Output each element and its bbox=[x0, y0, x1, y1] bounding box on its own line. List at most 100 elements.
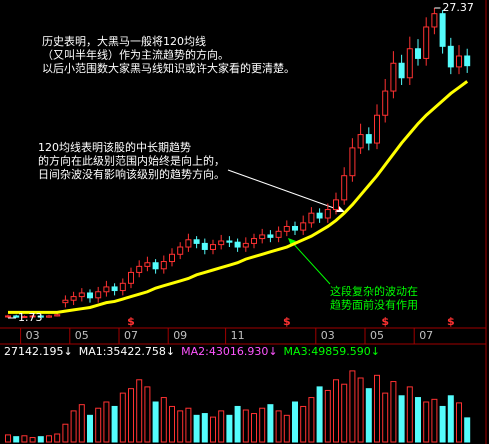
volume-bar bbox=[447, 395, 454, 443]
volume-indicator: MA2:43016.930↓ bbox=[181, 345, 277, 358]
volume-bar bbox=[406, 386, 413, 443]
x-tick-label: 07 bbox=[419, 329, 433, 342]
candle-body bbox=[251, 238, 257, 244]
volume-bar bbox=[439, 405, 446, 443]
candle-body bbox=[349, 147, 356, 177]
volume-indicator: 27142.195↓ bbox=[4, 345, 73, 358]
volume-indicator: MA3:49859.590↓ bbox=[284, 345, 380, 358]
volume-bar bbox=[13, 436, 20, 443]
volume-bar bbox=[62, 423, 69, 443]
volume-bar bbox=[333, 379, 339, 443]
volume-bar bbox=[415, 397, 421, 443]
x-tick-label: 11 bbox=[231, 329, 245, 342]
volume-bar bbox=[201, 413, 208, 443]
candle-body bbox=[242, 242, 249, 248]
volume-bar bbox=[95, 407, 102, 443]
annotation-arrow bbox=[227, 169, 346, 213]
x-tick-label: 05 bbox=[370, 329, 384, 342]
volume-bar bbox=[21, 435, 28, 443]
candle-body bbox=[357, 134, 364, 149]
candle-body bbox=[29, 315, 36, 318]
volume-bar bbox=[365, 388, 372, 443]
annotation-text: 日间杂波没有影响该级别的趋势方向。 bbox=[38, 167, 225, 181]
volume-bar bbox=[283, 414, 290, 443]
candle-body bbox=[152, 262, 159, 270]
candle-body bbox=[119, 282, 126, 292]
candle-body bbox=[390, 62, 397, 92]
volume-bar bbox=[242, 409, 249, 443]
candle-body bbox=[308, 212, 315, 224]
candle-body bbox=[185, 239, 192, 248]
candle-body bbox=[267, 234, 274, 238]
annotation-text: 历史表明，大黑马一般将120均线 bbox=[42, 34, 206, 48]
x-tick-label: 07 bbox=[124, 329, 138, 342]
x-tick-label: 03 bbox=[321, 329, 335, 342]
event-marker: $ bbox=[283, 315, 291, 328]
volume-bar bbox=[251, 413, 257, 443]
candle-body bbox=[210, 244, 216, 250]
candle-body bbox=[300, 222, 307, 231]
candle-body bbox=[275, 230, 282, 238]
volume-bar bbox=[398, 395, 405, 443]
event-marker: $ bbox=[127, 315, 135, 328]
annotation-text: 的方向在此级别范围内始终是向上的， bbox=[38, 154, 225, 168]
candle-body bbox=[37, 315, 44, 318]
volume-bar bbox=[177, 410, 184, 443]
candle-body bbox=[70, 296, 77, 301]
volume-bar bbox=[152, 401, 159, 443]
volume-bar bbox=[169, 405, 175, 443]
volume-bar bbox=[357, 377, 364, 443]
volume-bar bbox=[119, 392, 126, 443]
volume-bar bbox=[259, 407, 266, 443]
volume-bar bbox=[374, 374, 380, 443]
candle-body bbox=[103, 286, 110, 293]
candle-body bbox=[431, 13, 438, 28]
volume-bar bbox=[456, 402, 462, 443]
candle-body bbox=[398, 62, 405, 79]
candle-body bbox=[292, 225, 298, 231]
ma120-line bbox=[8, 80, 469, 314]
candle-body bbox=[423, 26, 430, 59]
volume-bar bbox=[423, 401, 430, 443]
candle-body bbox=[226, 240, 233, 243]
candle-body bbox=[439, 13, 446, 47]
volume-bar bbox=[37, 436, 44, 443]
annotation-arrow bbox=[289, 239, 331, 285]
max-price-label: 27.37 bbox=[442, 1, 474, 14]
candle-body bbox=[5, 315, 11, 318]
candle-body bbox=[21, 316, 28, 319]
candle-body bbox=[62, 299, 69, 304]
candle-body bbox=[456, 55, 462, 68]
candle-body bbox=[169, 253, 175, 263]
annotation-text: 以后小范围数大家黑马线知识或许大家看的更清楚。 bbox=[42, 61, 295, 75]
volume-bar bbox=[382, 392, 389, 443]
volume-bar bbox=[267, 404, 274, 443]
volume-bar bbox=[144, 386, 151, 443]
volume-bar bbox=[103, 401, 110, 443]
volume-bar bbox=[193, 414, 200, 443]
event-marker: $ bbox=[381, 315, 389, 328]
volume-bar bbox=[29, 437, 36, 443]
candle-body bbox=[406, 48, 413, 79]
candle-body bbox=[193, 239, 200, 244]
volume-bar bbox=[210, 416, 216, 443]
volume-bar bbox=[464, 417, 471, 443]
candle-body bbox=[177, 246, 184, 255]
volume-bar bbox=[218, 410, 225, 443]
candle-body bbox=[78, 292, 85, 298]
candle-body bbox=[447, 45, 454, 68]
candle-body bbox=[13, 315, 20, 318]
annotation-text: 120均线表明该股的中长期趋势 bbox=[38, 140, 191, 154]
volume-bar bbox=[78, 404, 85, 443]
candle-body bbox=[128, 271, 134, 284]
candle-body bbox=[218, 240, 225, 246]
min-price-label: 1.73 bbox=[18, 311, 43, 324]
volume-bar bbox=[185, 407, 192, 443]
candle-body bbox=[259, 234, 266, 240]
volume-bar bbox=[292, 401, 298, 443]
x-tick-label: 09 bbox=[173, 329, 187, 342]
volume-bar bbox=[160, 397, 167, 443]
candle-body bbox=[54, 314, 61, 317]
volume-indicator: MA1:35422.758↓ bbox=[79, 345, 175, 358]
